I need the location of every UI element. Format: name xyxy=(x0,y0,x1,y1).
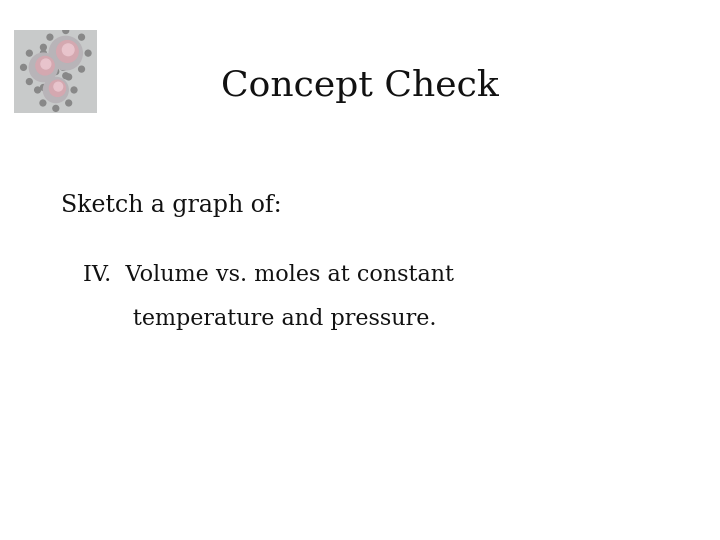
Circle shape xyxy=(27,79,32,84)
Text: IV.  Volume vs. moles at constant: IV. Volume vs. moles at constant xyxy=(83,265,454,286)
Circle shape xyxy=(40,100,46,106)
Circle shape xyxy=(40,50,46,56)
Circle shape xyxy=(78,66,84,72)
Circle shape xyxy=(47,66,53,72)
Text: Concept Check: Concept Check xyxy=(221,70,499,103)
Circle shape xyxy=(30,53,58,82)
Circle shape xyxy=(85,50,91,56)
Text: temperature and pressure.: temperature and pressure. xyxy=(83,308,436,329)
Circle shape xyxy=(43,77,68,103)
Circle shape xyxy=(54,82,63,91)
Circle shape xyxy=(60,64,66,70)
Circle shape xyxy=(53,105,59,111)
Circle shape xyxy=(35,87,40,93)
Circle shape xyxy=(40,44,46,50)
Circle shape xyxy=(53,69,59,75)
Circle shape xyxy=(55,79,60,84)
Circle shape xyxy=(55,50,60,56)
Circle shape xyxy=(36,57,54,75)
Circle shape xyxy=(47,34,53,40)
Circle shape xyxy=(41,59,51,69)
Circle shape xyxy=(63,44,74,56)
Circle shape xyxy=(50,80,66,97)
Circle shape xyxy=(66,100,71,106)
Circle shape xyxy=(66,74,71,80)
Circle shape xyxy=(63,28,68,33)
Circle shape xyxy=(49,36,82,70)
Circle shape xyxy=(40,85,46,90)
Circle shape xyxy=(63,73,68,79)
Circle shape xyxy=(40,74,46,80)
Circle shape xyxy=(57,40,78,62)
Text: Sketch a graph of:: Sketch a graph of: xyxy=(61,194,282,217)
Circle shape xyxy=(71,87,77,93)
Circle shape xyxy=(27,50,32,56)
Circle shape xyxy=(78,34,84,40)
Circle shape xyxy=(21,64,27,70)
